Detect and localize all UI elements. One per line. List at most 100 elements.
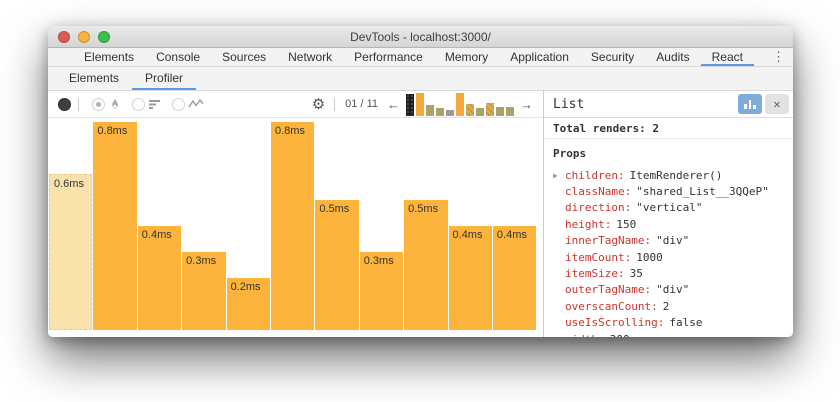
snapshot-bar-4[interactable] <box>436 107 444 116</box>
snapshot-bar-3[interactable] <box>426 104 434 116</box>
chart-bar-label: 0.2ms <box>230 281 261 293</box>
flamegraph-view-radio[interactable] <box>92 97 105 111</box>
chart-bar-6[interactable]: 0.8ms <box>270 122 315 330</box>
prop-value: false <box>669 316 703 330</box>
prop-row-height: height: 150 <box>553 216 784 232</box>
prop-key: children: <box>565 168 625 182</box>
subtab-elements[interactable]: Elements <box>69 71 120 85</box>
prop-key: width: <box>565 333 605 337</box>
record-button[interactable] <box>58 97 71 111</box>
prop-row-direction: direction: "vertical" <box>553 200 784 216</box>
chart-bar-label: 0.6ms <box>54 178 84 190</box>
tab-performance[interactable]: Performance <box>354 50 423 64</box>
chart-bar-label: 0.3ms <box>186 255 217 267</box>
snapshot-bar-8[interactable] <box>476 107 484 116</box>
tab-sources[interactable]: Sources <box>222 50 267 64</box>
component-name: List <box>553 96 585 112</box>
chart-bar-label: 0.4ms <box>452 229 483 241</box>
react-subtabs: Elements Profiler <box>56 67 196 90</box>
chart-bar-3[interactable]: 0.4ms <box>137 226 182 330</box>
prop-value: ItemRenderer() <box>629 168 723 182</box>
prop-value: "shared_List__3QQeP" <box>636 185 769 199</box>
render-chart-button[interactable] <box>738 94 762 114</box>
snapshot-bar-9[interactable] <box>486 102 494 116</box>
chart-bar-11[interactable]: 0.4ms <box>492 226 537 330</box>
tab-react[interactable]: React <box>701 48 754 66</box>
interactions-view-radio[interactable] <box>172 97 185 111</box>
total-renders: Total renders: 2 <box>544 118 793 139</box>
chart-bar-label: 0.8ms <box>274 125 305 137</box>
ranked-view-radio[interactable] <box>132 97 145 111</box>
minimize-window-button[interactable] <box>78 31 90 43</box>
chart-bar-10[interactable]: 0.4ms <box>448 226 492 330</box>
chart-bar-label: 0.4ms <box>141 229 172 241</box>
prop-value: "div" <box>656 234 690 248</box>
snapshot-bar-6[interactable] <box>456 92 464 116</box>
prop-row-overscanCount: overscanCount: 2 <box>553 298 784 314</box>
prop-row-className: className: "shared_List__3QQeP" <box>553 183 784 199</box>
tab-application[interactable]: Application <box>510 50 569 64</box>
chart-bar-4[interactable]: 0.3ms <box>182 252 226 330</box>
prop-row-innerTagName: innerTagName: "div" <box>553 233 784 249</box>
devtools-window: DevTools - localhost:3000/ Elements Conso… <box>48 26 793 337</box>
bar-chart-icon <box>744 99 756 109</box>
overflow-menu-icon[interactable]: ⋮ <box>772 49 786 64</box>
record-divider <box>78 97 79 111</box>
chart-bar-8[interactable]: 0.3ms <box>359 252 404 330</box>
prop-value: "div" <box>656 283 690 297</box>
props-title: Props <box>553 147 587 160</box>
flamegraph-icon[interactable] <box>108 97 122 111</box>
prop-key: className: <box>565 185 632 199</box>
ranked-chart-icon[interactable] <box>148 97 162 111</box>
prop-key: useIsScrolling: <box>565 316 665 330</box>
chart-bar-1[interactable]: 0.6ms <box>49 174 93 330</box>
tab-network[interactable]: Network <box>288 50 333 64</box>
snapshot-bar-10[interactable] <box>496 106 504 116</box>
close-window-button[interactable] <box>58 31 70 43</box>
props-list: ▶ children: ItemRenderer() className: "share… <box>553 167 784 337</box>
prop-row-outerTagName: outerTagName: "div" <box>553 282 784 298</box>
chart-bar-5[interactable]: 0.2ms <box>226 278 270 330</box>
expand-arrow-icon[interactable]: ▶ <box>553 170 558 180</box>
window-title: DevTools - localhost:3000/ <box>350 30 491 44</box>
settings-gear-icon[interactable]: ⚙ <box>311 96 326 113</box>
device-toolbar-icon[interactable] <box>62 56 64 58</box>
react-subtab-bar: Elements Profiler <box>48 67 793 91</box>
tab-memory[interactable]: Memory <box>444 50 489 64</box>
prop-row-itemSize: itemSize: 35 <box>553 265 784 281</box>
prop-value: 35 <box>629 267 643 281</box>
chart-bar-9[interactable]: 0.5ms <box>404 200 448 330</box>
snapshot-bar-1[interactable] <box>406 93 414 116</box>
chart-bar-label: 0.4ms <box>496 229 527 241</box>
prop-value: 2 <box>662 299 670 313</box>
prop-key: overscanCount: <box>565 299 658 313</box>
tab-security[interactable]: Security <box>590 50 635 64</box>
prop-key: itemSize: <box>565 267 625 281</box>
fullscreen-window-button[interactable] <box>98 31 110 43</box>
tab-audits[interactable]: Audits <box>656 50 690 64</box>
window-controls <box>58 31 110 43</box>
chart-bar-7[interactable]: 0.5ms <box>315 200 359 330</box>
snapshot-bar-11[interactable] <box>506 106 514 116</box>
close-panel-button[interactable]: ✕ <box>765 94 789 114</box>
tab-elements[interactable]: Elements <box>84 50 135 64</box>
component-header: List ✕ <box>544 91 793 118</box>
snapshot-bar-5[interactable] <box>446 109 454 116</box>
prop-value: 300 <box>610 333 630 337</box>
subtab-profiler[interactable]: Profiler <box>132 67 196 90</box>
next-snapshot-arrow-icon[interactable]: → <box>520 96 533 112</box>
profiler-bar-chart: 0.6ms 0.8ms 0.4ms 0.3ms 0.2ms 0.8ms 0.5ms 0.3ms… <box>48 118 543 337</box>
prop-row-itemCount: itemCount: 1000 <box>553 249 784 265</box>
title-bar[interactable]: DevTools - localhost:3000/ <box>48 26 793 48</box>
snapshot-bar-7[interactable] <box>466 103 474 116</box>
prop-key: outerTagName: <box>565 283 652 297</box>
tab-console[interactable]: Console <box>156 50 201 64</box>
inspect-element-icon[interactable] <box>55 56 56 58</box>
prop-key: itemCount: <box>565 250 632 264</box>
props-section: Props ▶ children: ItemRenderer() className:… <box>544 139 793 337</box>
prop-row-width: width: 300 <box>553 331 784 337</box>
chart-bar-2[interactable]: 0.8ms <box>93 122 137 330</box>
interactions-icon[interactable] <box>188 97 204 111</box>
previous-snapshot-arrow-icon[interactable]: ← <box>387 96 400 112</box>
snapshot-bar-2[interactable] <box>416 92 424 116</box>
